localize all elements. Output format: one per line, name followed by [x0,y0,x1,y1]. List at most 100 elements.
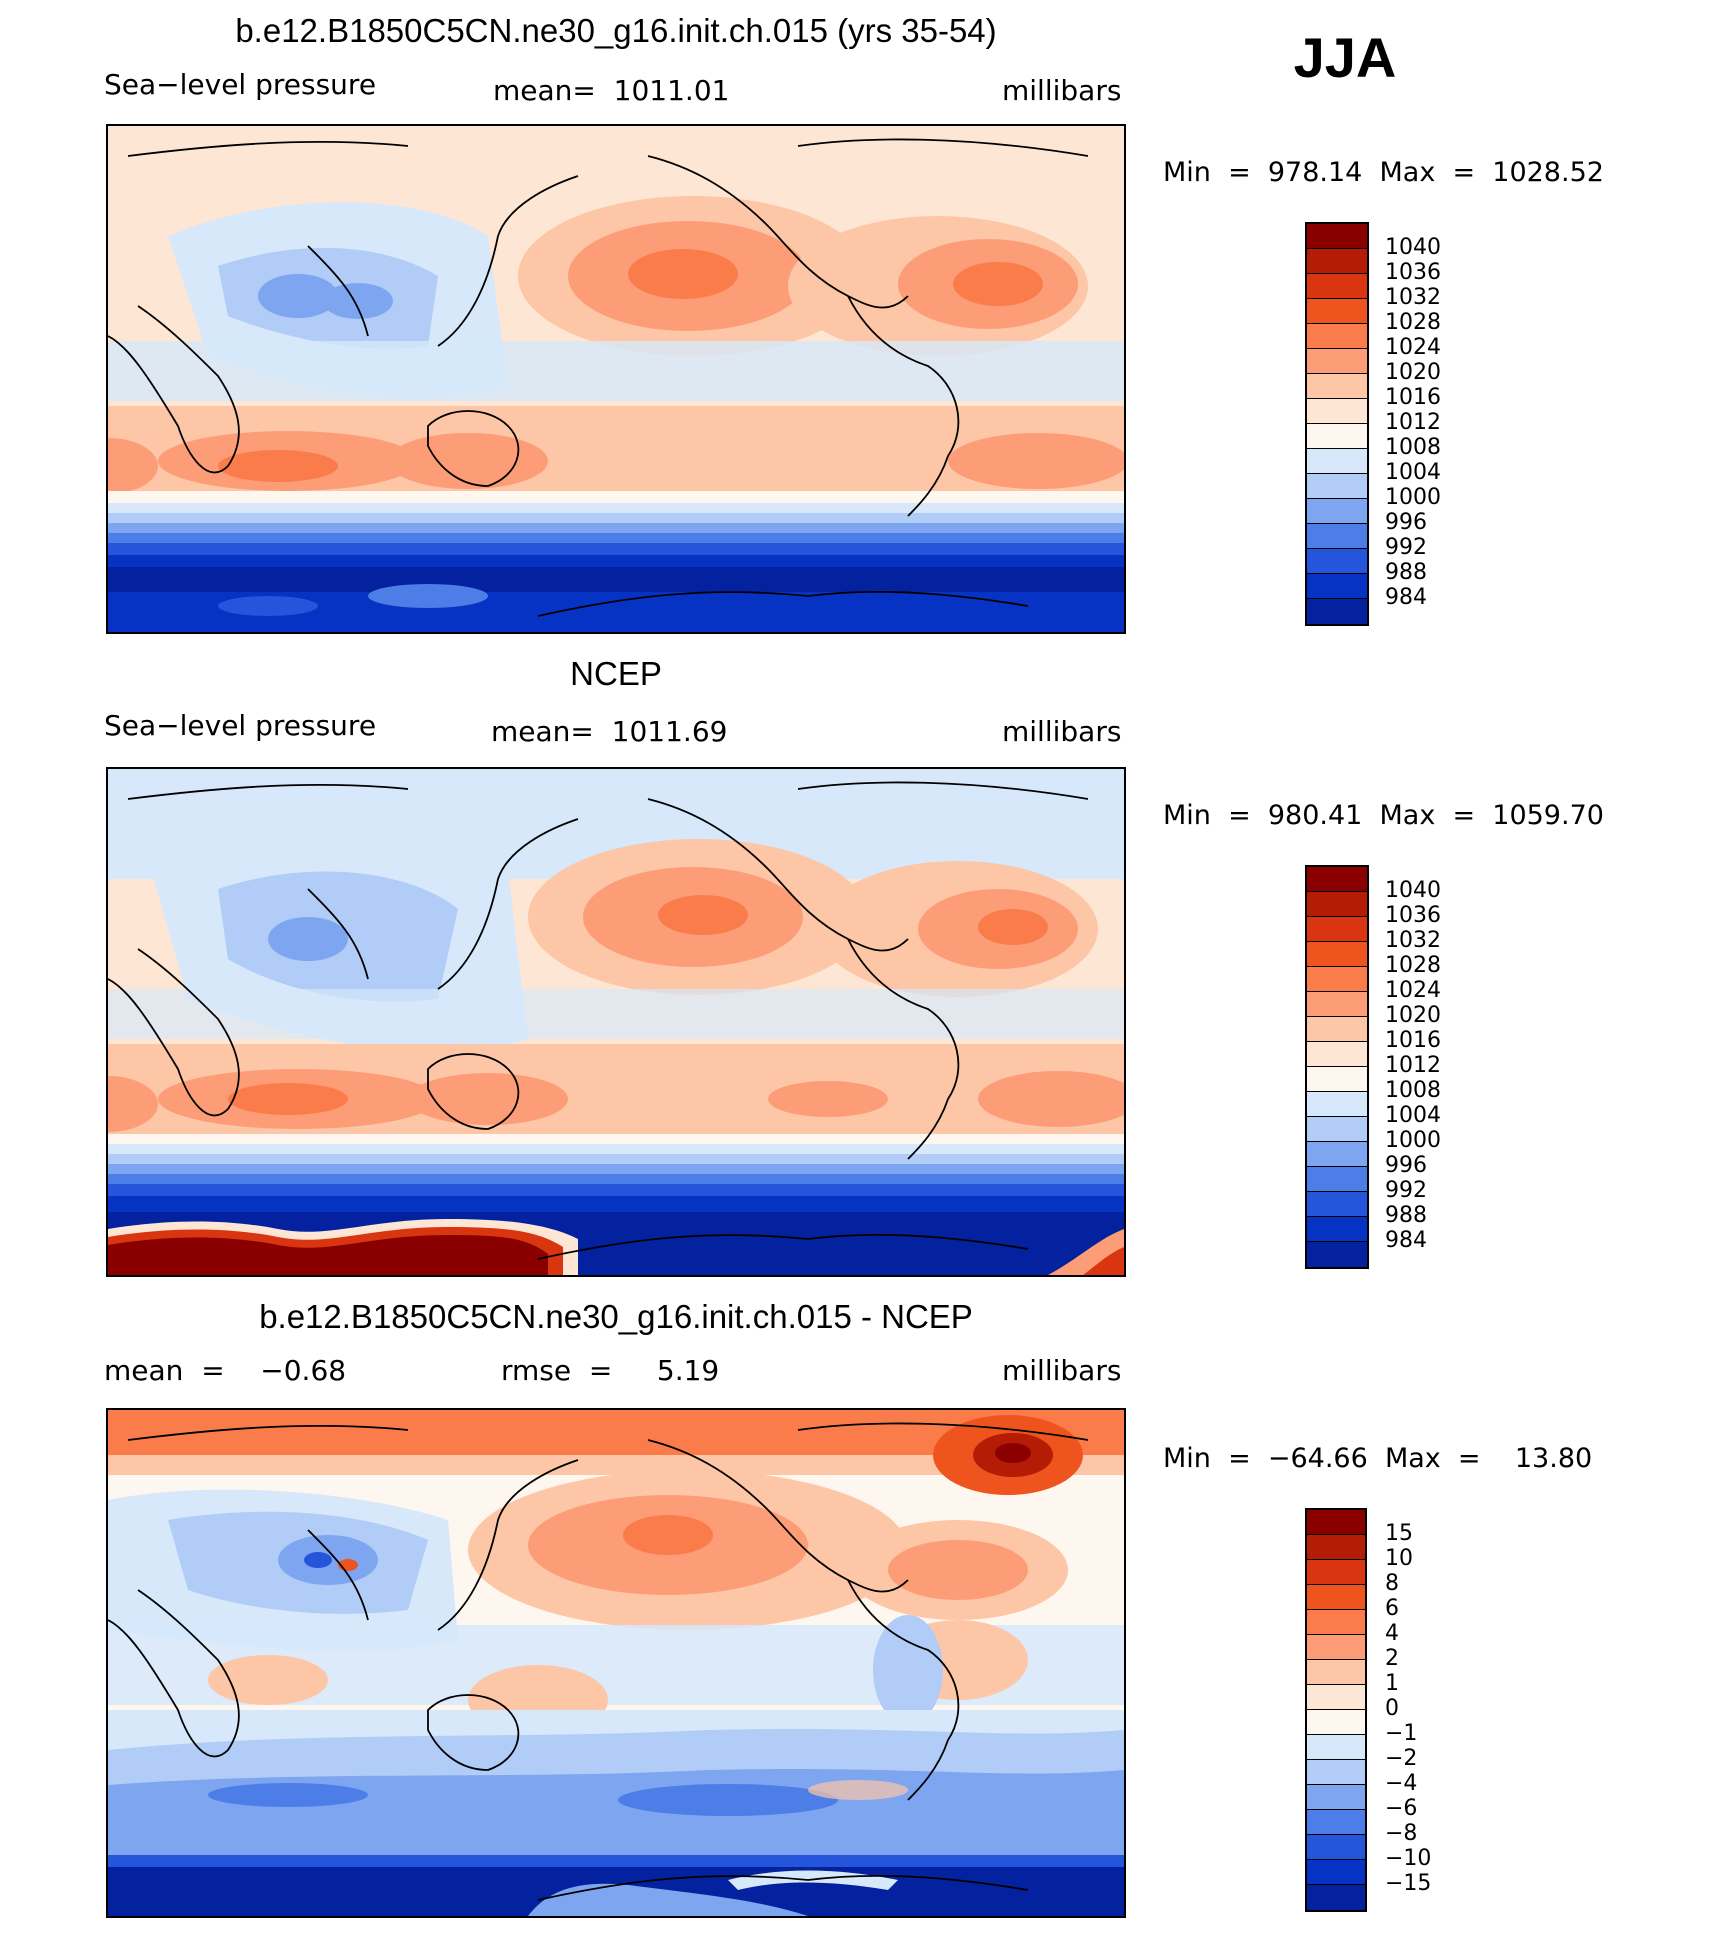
colorbar-swatch [1307,1042,1367,1067]
colorbar-swatch [1307,1510,1365,1535]
colorbar-swatch [1307,1760,1365,1785]
min-max-label: Min = 980.41 Max = 1059.70 [1163,800,1604,831]
colorbar-tick-label: 988 [1385,560,1427,585]
panel-title: NCEP [570,655,662,692]
colorbar-swatch [1307,942,1367,967]
mean-label: mean= 1011.01 [493,74,730,107]
colorbar-swatch [1307,1660,1365,1685]
colorbar-swatch [1307,1217,1367,1242]
colorbar-swatch [1307,274,1367,299]
colorbar-tick-label: 1028 [1385,310,1441,335]
colorbar-swatch [1307,992,1367,1017]
colorbar-swatch [1307,1585,1365,1610]
colorbar-tick-label: −6 [1385,1796,1418,1821]
colorbar-tick-label: 8 [1385,1571,1399,1596]
colorbar-swatch [1307,1785,1365,1810]
colorbar-tick-label: 10 [1385,1546,1413,1571]
colorbar-tick-label: 1020 [1385,360,1441,385]
colorbar-swatch [1307,1017,1367,1042]
colorbar-swatch [1307,1560,1365,1585]
colorbar [1305,865,1369,1269]
colorbar-tick-label: 1016 [1385,385,1441,410]
colorbar-swatch [1307,917,1367,942]
colorbar-swatch [1307,349,1367,374]
colorbar-tick-label: 1000 [1385,485,1441,510]
colorbar-tick-label: 1004 [1385,460,1441,485]
colorbar-swatch [1307,1835,1365,1860]
colorbar-swatch [1307,1067,1367,1092]
colorbar-swatch [1307,524,1367,549]
rmse-label: rmse = 5.19 [501,1354,720,1387]
colorbar-tick-label: 992 [1385,1178,1427,1203]
colorbar-swatch [1307,299,1367,324]
panel-model: b.e12.B1850C5CN.ne30_g16.init.ch.015 (yr… [0,0,1710,640]
colorbar-tick-label: 1032 [1385,928,1441,953]
colorbar-swatch [1307,1167,1367,1192]
mean-label: mean = −0.68 [104,1354,347,1387]
colorbar-swatch [1307,499,1367,524]
colorbar-tick-label: 1040 [1385,235,1441,260]
colorbar-swatch [1307,399,1367,424]
colorbar-swatch [1307,549,1367,574]
colorbar-swatch [1307,1885,1365,1910]
colorbar-swatch [1307,1535,1365,1560]
colorbar-tick-label: 1012 [1385,1053,1441,1078]
colorbar-tick-label: 988 [1385,1203,1427,1228]
colorbar-swatch [1307,374,1367,399]
colorbar-tick-label: 1032 [1385,285,1441,310]
colorbar-tick-label: 996 [1385,510,1427,535]
colorbar-tick-label: 2 [1385,1646,1399,1671]
map-difference [106,1408,1126,1918]
panel-title: b.e12.B1850C5CN.ne30_g16.init.ch.015 (yr… [235,12,997,49]
colorbar-swatch [1307,967,1367,992]
season-label: JJA [1293,26,1397,89]
colorbar-tick-label: 1024 [1385,335,1441,360]
mean-label: mean= 1011.69 [491,715,728,748]
colorbar-tick-label: −4 [1385,1771,1418,1796]
colorbar-swatch [1307,1860,1365,1885]
colorbar-swatch [1307,1142,1367,1167]
colorbar-swatch [1307,1810,1365,1835]
colorbar-swatch [1307,1735,1365,1760]
colorbar-tick-label: 1036 [1385,903,1441,928]
colorbar-swatch [1307,1710,1365,1735]
colorbar-swatch [1307,449,1367,474]
variable-label: Sea−level pressure [104,709,377,742]
panel-title: b.e12.B1850C5CN.ne30_g16.init.ch.015 - N… [259,1298,973,1335]
colorbar-swatch [1307,1242,1367,1267]
variable-label: Sea−level pressure [104,68,377,101]
colorbar-swatch [1307,424,1367,449]
colorbar-swatch [1307,1092,1367,1117]
colorbar-tick-label: 15 [1385,1521,1413,1546]
min-max-label: Min = 978.14 Max = 1028.52 [1163,157,1604,188]
colorbar-swatch [1307,867,1367,892]
colorbar-tick-label: −8 [1385,1821,1418,1846]
colorbar [1305,222,1369,626]
colorbar-swatch [1307,324,1367,349]
colorbar-tick-label: 1008 [1385,1078,1441,1103]
units-label: millibars [1002,74,1122,107]
colorbar-tick-label: 1000 [1385,1128,1441,1153]
colorbar-tick-label: 4 [1385,1621,1399,1646]
colorbar-tick-label: −1 [1385,1721,1418,1746]
colorbar-swatch [1307,574,1367,599]
colorbar-tick-label: 1004 [1385,1103,1441,1128]
map-model [106,124,1126,634]
colorbar-tick-label: 1 [1385,1671,1399,1696]
colorbar-swatch [1307,1685,1365,1710]
colorbar-swatch [1307,249,1367,274]
panel-difference: b.e12.B1850C5CN.ne30_g16.init.ch.015 - N… [0,1286,1710,1926]
colorbar-swatch [1307,1192,1367,1217]
colorbar [1305,1508,1367,1912]
units-label: millibars [1002,1354,1122,1387]
colorbar-tick-label: 1012 [1385,410,1441,435]
colorbar-swatch [1307,474,1367,499]
colorbar-tick-label: 1016 [1385,1028,1441,1053]
colorbar-tick-label: −10 [1385,1846,1432,1871]
colorbar-tick-label: −2 [1385,1746,1418,1771]
colorbar-tick-label: −15 [1385,1871,1432,1896]
units-label: millibars [1002,715,1122,748]
map-ncep [106,767,1126,1277]
colorbar-tick-label: 6 [1385,1596,1399,1621]
colorbar-swatch [1307,892,1367,917]
